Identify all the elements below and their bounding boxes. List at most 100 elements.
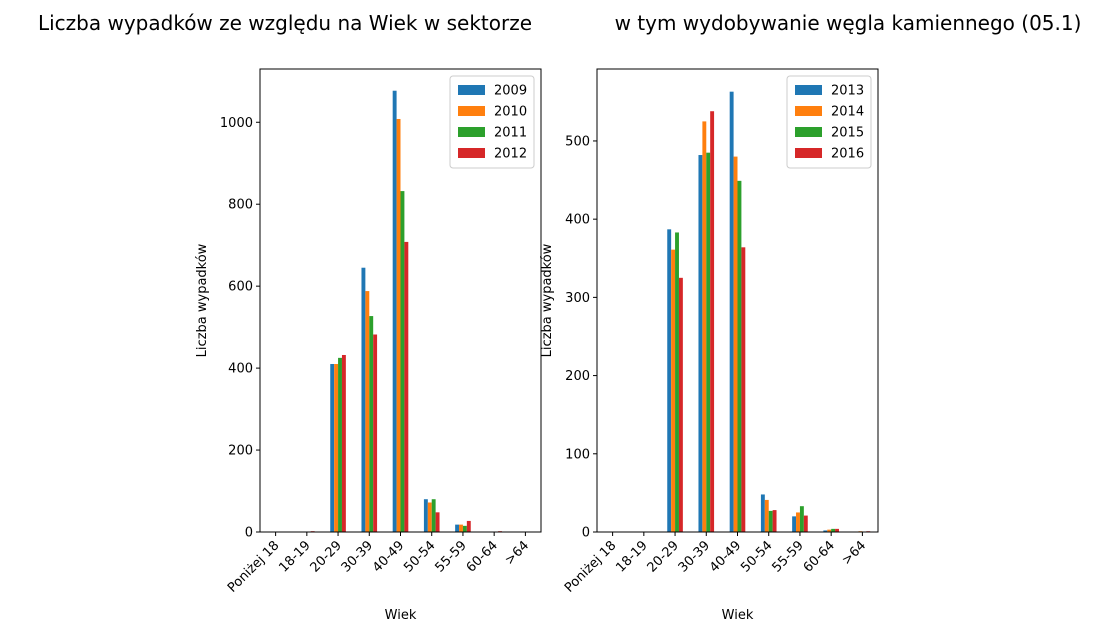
bar-2015-55-59 xyxy=(799,506,804,532)
y-tick-label: 200 xyxy=(228,444,253,459)
y-tick-label: 500 xyxy=(565,134,590,149)
y-tick-label: 0 xyxy=(582,526,590,541)
bar-2010-40-49 xyxy=(396,118,401,533)
bar-2013-55-59 xyxy=(792,516,797,532)
x-tick-label: 20-29 xyxy=(308,538,345,575)
bar-2009-40-49 xyxy=(392,90,397,532)
y-tick-label: 100 xyxy=(565,447,590,462)
bar-2012-50-54 xyxy=(435,512,440,532)
bar-2014-30-39 xyxy=(702,121,707,533)
bar-2011-30-39 xyxy=(369,316,374,532)
bar-2015-30-39 xyxy=(706,152,711,532)
bar-2011-55-59 xyxy=(462,525,467,532)
bar-2014-60-64 xyxy=(827,529,832,532)
bar-2012-55-59 xyxy=(466,520,471,532)
bar-2011-20-29 xyxy=(338,357,342,532)
x-tick-label: 60-64 xyxy=(464,538,501,575)
y-tick-label: 600 xyxy=(228,280,253,295)
y-tick-label: 300 xyxy=(565,291,590,306)
legend-label: 2009 xyxy=(494,84,527,99)
legend-swatch xyxy=(458,106,485,116)
bar-2015-50-54 xyxy=(768,510,773,532)
x-tick-label: 55-59 xyxy=(432,538,469,575)
chart-title-left: Liczba wypadków ze względu na Wiek w sek… xyxy=(38,11,532,35)
y-tick-label: 400 xyxy=(565,213,590,228)
x-tick-label: Poniżej 18 xyxy=(225,538,282,595)
bar-2014-50-54 xyxy=(764,499,769,532)
legend-label: 2013 xyxy=(831,84,864,99)
legend-label: 2010 xyxy=(494,105,527,120)
legend-label: 2015 xyxy=(831,126,864,141)
bar-2013-40-49 xyxy=(729,91,734,533)
bar-2013-20-29 xyxy=(667,229,672,532)
legend-swatch xyxy=(458,127,485,137)
x-tick-label: >64 xyxy=(839,538,869,568)
legend-swatch xyxy=(458,148,485,158)
chart-title-right: w tym wydobywanie węgla kamiennego (05.1… xyxy=(615,11,1082,35)
legend-swatch xyxy=(795,127,822,137)
x-tick-label: 30-39 xyxy=(676,538,713,575)
bar-2010-50-54 xyxy=(427,502,432,532)
bar-2015-40-49 xyxy=(737,180,742,532)
bar-2013-50-54 xyxy=(760,494,765,532)
x-tick-label: >64 xyxy=(502,538,532,568)
bar-2010-55-59 xyxy=(459,524,463,532)
legend-label: 2014 xyxy=(831,105,864,120)
legend-swatch xyxy=(458,85,485,95)
bar-2014-20-29 xyxy=(671,249,676,532)
bar-2012-40-49 xyxy=(404,241,409,532)
x-tick-label: 40-49 xyxy=(370,538,407,575)
x-tick-label: 55-59 xyxy=(769,538,806,575)
bar-2016-55-59 xyxy=(803,515,808,532)
x-tick-label: 18-19 xyxy=(613,538,650,575)
x-axis-label: Wiek xyxy=(385,608,417,623)
legend-label: 2011 xyxy=(494,126,527,141)
bar-2016-40-49 xyxy=(741,247,746,532)
bar-2010-20-29 xyxy=(334,364,339,532)
bar-2014-40-49 xyxy=(733,156,738,532)
legend-label: 2012 xyxy=(494,147,527,162)
legend-box xyxy=(449,75,535,169)
bar-2016-60-64 xyxy=(835,528,839,532)
y-tick-label: 800 xyxy=(228,198,253,213)
legend-swatch xyxy=(795,85,822,95)
bar-2013-60-64 xyxy=(823,530,828,532)
bar-2016-20-29 xyxy=(678,277,683,532)
bar-2012-30-39 xyxy=(373,334,378,532)
y-axis-label: Liczba wypadków xyxy=(195,243,210,357)
bar-2009-30-39 xyxy=(361,267,366,532)
x-tick-label: 60-64 xyxy=(801,538,838,575)
x-tick-label: 30-39 xyxy=(339,538,376,575)
legend-label: 2016 xyxy=(831,147,864,162)
bar-2013-30-39 xyxy=(698,155,703,532)
legend-swatch xyxy=(795,106,822,116)
bar-2015-20-29 xyxy=(675,232,679,532)
y-tick-label: 200 xyxy=(565,369,590,384)
bar-2012-20-29 xyxy=(341,354,346,532)
bar-2009-55-59 xyxy=(455,524,460,532)
x-tick-label: 50-54 xyxy=(738,538,775,575)
x-tick-label: 18-19 xyxy=(276,538,313,575)
legend-box xyxy=(786,75,872,169)
bar-2015-60-64 xyxy=(831,528,836,532)
bar-2011-50-54 xyxy=(431,499,436,532)
x-tick-label: 40-49 xyxy=(707,538,744,575)
x-tick-label: Poniżej 18 xyxy=(562,538,619,595)
y-tick-label: 0 xyxy=(245,526,253,541)
bar-2009-50-54 xyxy=(423,499,428,532)
bar-2009-20-29 xyxy=(330,364,335,532)
bar-2010-30-39 xyxy=(365,291,370,532)
x-tick-label: 50-54 xyxy=(401,538,438,575)
bar-2016-30-39 xyxy=(710,111,715,532)
bar-2014-55-59 xyxy=(796,512,800,532)
bar-2016-50-54 xyxy=(772,510,777,532)
right-bar-chart: 0 100 200 300 400 500 Poniżej 1818-1920-2930-3… xyxy=(540,68,879,623)
y-tick-label: 1000 xyxy=(220,116,253,131)
y-axis-label: Liczba wypadków xyxy=(540,243,555,357)
legend-swatch xyxy=(795,148,822,158)
x-axis-label: Wiek xyxy=(722,608,754,623)
x-tick-label: 20-29 xyxy=(645,538,682,575)
left-bar-chart: 0 200 400 600 800 1000 Poniżej 1818-1920-2930-… xyxy=(195,68,542,623)
bar-2011-40-49 xyxy=(400,191,405,532)
